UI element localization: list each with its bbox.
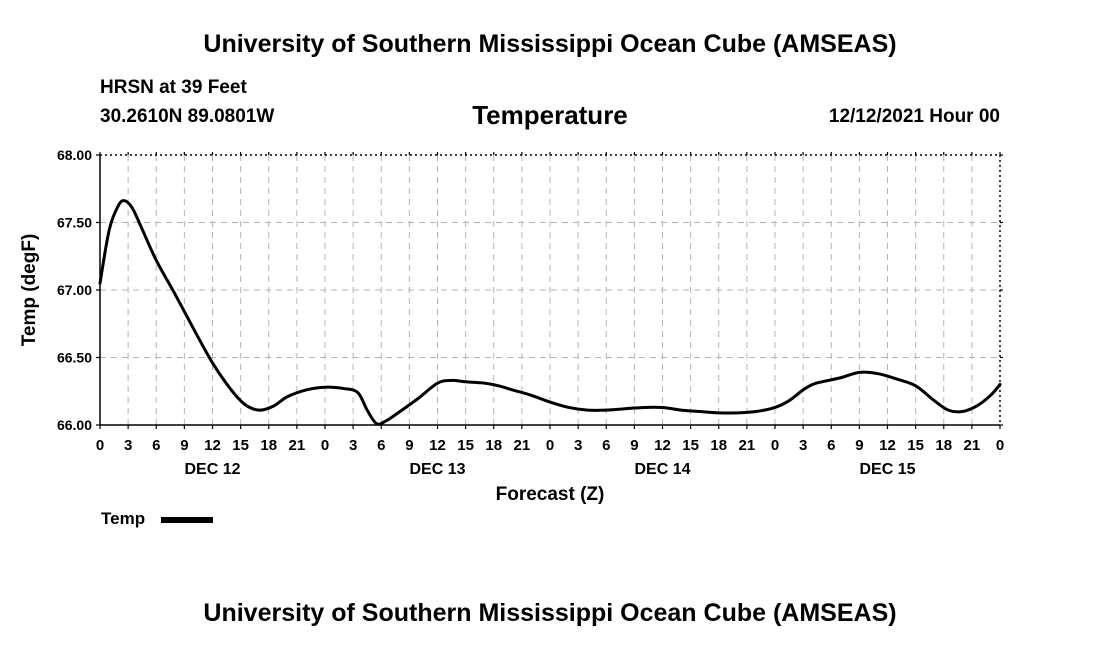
x-tick-label: 18	[710, 437, 727, 454]
x-tick-label: 21	[289, 437, 306, 454]
x-tick-label: 12	[429, 437, 446, 454]
x-tick-label: 3	[574, 437, 582, 454]
x-tick-label: 6	[377, 437, 385, 454]
y-tick-label: 66.50	[57, 350, 92, 366]
x-tick-label: 9	[405, 437, 413, 454]
x-tick-label: 6	[152, 437, 160, 454]
x-tick-label: 12	[879, 437, 896, 454]
day-label: DEC 12	[184, 461, 240, 478]
y-tick-label: 67.00	[57, 282, 92, 298]
x-tick-label: 9	[630, 437, 638, 454]
x-tick-label: 12	[654, 437, 671, 454]
legend-swatch	[161, 517, 213, 523]
x-tick-label: 9	[180, 437, 188, 454]
x-tick-label: 15	[907, 437, 924, 454]
grid	[100, 155, 1000, 425]
x-tick-label: 15	[232, 437, 249, 454]
series-layer	[98, 199, 1002, 426]
station-label: HRSN at 39 Feet	[100, 77, 247, 98]
day-label: DEC 15	[859, 461, 915, 478]
x-tick-label: 3	[124, 437, 132, 454]
y-tick-label: 67.50	[57, 215, 92, 231]
x-tick-label: 3	[799, 437, 807, 454]
x-tick-label: 21	[964, 437, 981, 454]
x-axis-title: Forecast (Z)	[496, 484, 605, 505]
x-tick-label: 6	[827, 437, 835, 454]
x-tick-label: 12	[204, 437, 221, 454]
legend-label: Temp	[101, 509, 146, 528]
y-axis-title: Temp (degF)	[19, 234, 40, 347]
y-tick-label: 66.00	[57, 417, 92, 433]
y-tick-label: 68.00	[57, 147, 92, 163]
x-tick-label: 18	[485, 437, 502, 454]
x-tick-label: 0	[96, 437, 104, 454]
x-tick-label: 9	[855, 437, 863, 454]
x-tick-label: 3	[349, 437, 357, 454]
x-tick-label: 18	[935, 437, 952, 454]
x-tick-label: 0	[321, 437, 329, 454]
x-tick-label: 15	[682, 437, 699, 454]
day-label: DEC 13	[409, 461, 465, 478]
x-tick-label: 21	[514, 437, 531, 454]
chart-title: Temperature	[472, 100, 628, 130]
axis-labels: 0 3 6 9 12 15 18 21 0 3 6 9 12 15 18 21 0 3 6 9 12 15 18 21 0 3 6 9…	[19, 147, 1004, 505]
x-tick-label: 0	[546, 437, 554, 454]
bottom-title: University of Southern Mississippi Ocean…	[203, 599, 897, 627]
forecast-date: 12/12/2021 Hour 00	[828, 106, 1000, 127]
x-tick-label: 0	[771, 437, 779, 454]
x-tick-label: 15	[457, 437, 474, 454]
x-tick-label: 0	[996, 437, 1004, 454]
series-line-temp	[98, 199, 1002, 426]
axes	[96, 152, 1003, 429]
x-tick-label: 21	[739, 437, 756, 454]
x-tick-label: 18	[260, 437, 277, 454]
top-title: University of Southern Mississippi Ocean…	[203, 30, 897, 58]
coordinates-label: 30.2610N 89.0801W	[100, 106, 275, 127]
x-tick-label: 6	[602, 437, 610, 454]
day-label: DEC 14	[634, 461, 690, 478]
